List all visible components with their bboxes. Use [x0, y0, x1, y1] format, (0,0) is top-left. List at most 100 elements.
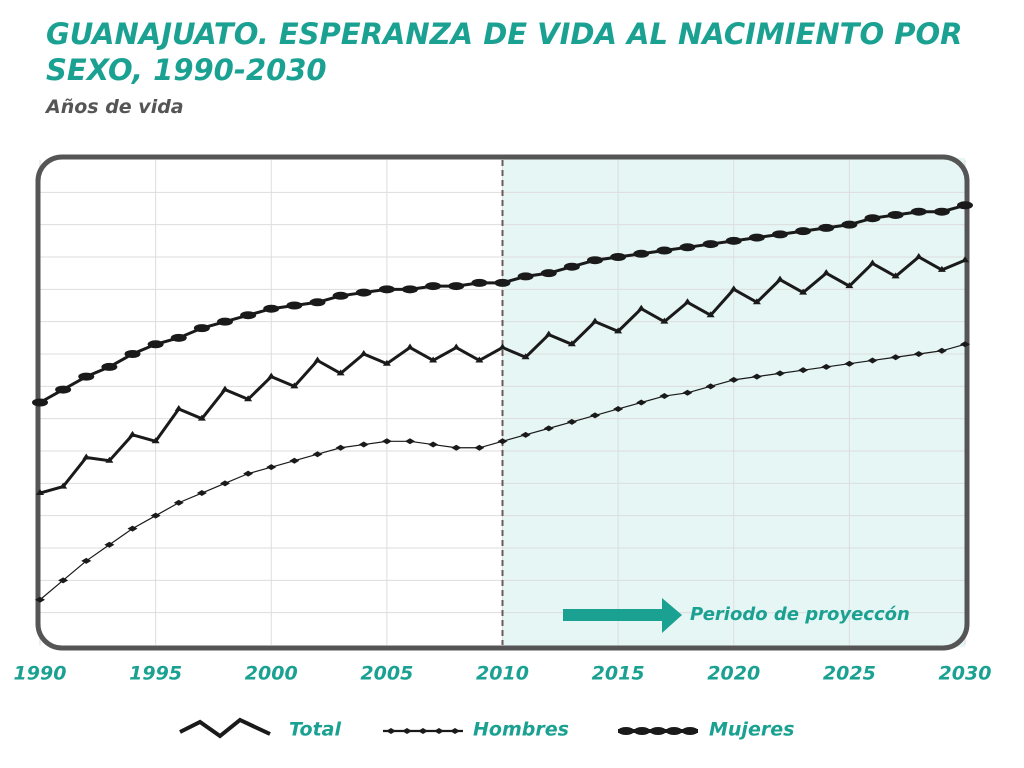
marker [864, 214, 881, 223]
x-tick-label: 2030 [939, 663, 992, 685]
marker [402, 285, 418, 294]
chart-subtitle: Años de vida [46, 96, 184, 118]
legend-item: Total [179, 717, 341, 741]
marker [243, 470, 254, 477]
marker [618, 727, 634, 735]
marker [961, 256, 969, 263]
marker [544, 330, 553, 337]
marker [474, 444, 485, 451]
marker [887, 210, 904, 219]
marker [359, 350, 368, 356]
marker [498, 343, 507, 350]
marker [614, 327, 623, 334]
marker [471, 278, 488, 287]
marker [960, 341, 970, 348]
marker [127, 525, 138, 532]
marker [590, 412, 600, 419]
marker [425, 282, 442, 291]
marker [244, 395, 253, 402]
marker [845, 282, 854, 289]
marker [521, 353, 530, 360]
marker [752, 298, 761, 305]
marker [173, 499, 184, 506]
marker [910, 207, 927, 216]
marker [59, 482, 68, 489]
marker [634, 727, 650, 735]
marker [193, 324, 210, 333]
marker [267, 372, 276, 379]
marker [637, 304, 646, 311]
marker [751, 373, 762, 380]
marker [386, 728, 396, 734]
marker [543, 425, 554, 432]
marker [613, 405, 624, 412]
marker [633, 249, 650, 258]
marker [729, 285, 738, 292]
marker [35, 596, 45, 603]
marker [517, 272, 534, 281]
marker [266, 464, 277, 471]
marker [494, 278, 511, 287]
marker [263, 304, 280, 313]
marker [429, 356, 438, 363]
marker [196, 490, 207, 497]
marker [821, 363, 832, 370]
marker [217, 317, 233, 326]
marker [682, 727, 698, 735]
marker [868, 259, 877, 266]
marker [309, 298, 326, 307]
marker [890, 354, 901, 361]
marker [381, 438, 392, 445]
marker [312, 451, 323, 458]
marker [660, 317, 669, 324]
marker [170, 333, 187, 342]
marker [679, 243, 696, 252]
x-tick-label: 2015 [592, 663, 645, 685]
marker [540, 269, 557, 278]
marker [822, 269, 831, 276]
x-tick-label: 1990 [14, 663, 67, 685]
marker [705, 383, 716, 390]
marker [402, 728, 412, 734]
marker [591, 317, 599, 324]
marker [451, 444, 462, 451]
marker [772, 230, 788, 239]
x-tick-label: 2020 [707, 663, 760, 685]
marker [32, 398, 48, 407]
marker [332, 291, 349, 300]
marker [725, 236, 742, 245]
marker [355, 288, 372, 297]
marker [798, 367, 809, 374]
marker [418, 728, 428, 734]
marker [174, 404, 183, 411]
marker [475, 356, 484, 363]
marker [405, 438, 415, 445]
marker [914, 253, 923, 259]
x-tick-label: 2010 [476, 663, 529, 685]
marker [82, 453, 91, 460]
marker [610, 253, 627, 261]
marker [818, 223, 835, 232]
marker [891, 272, 900, 279]
legend-label: Mujeres [709, 719, 794, 741]
legend-item: Hombres [383, 719, 569, 741]
marker [240, 311, 257, 320]
marker [289, 457, 300, 464]
marker [841, 220, 858, 229]
marker [957, 201, 973, 210]
marker [290, 382, 299, 389]
legend-item: Mujeres [618, 719, 794, 741]
marker [933, 207, 950, 216]
marker [563, 262, 580, 271]
annotation: Periodo de proyeccón [690, 604, 910, 625]
marker [702, 240, 719, 249]
marker [748, 233, 765, 242]
marker [124, 350, 141, 358]
marker [147, 340, 164, 349]
chart-title: GUANAJUATO. ESPERANZA DE VIDA AL NACIMIE… [46, 17, 963, 87]
marker [358, 441, 369, 448]
marker [567, 340, 576, 347]
marker [58, 577, 69, 584]
marker [775, 370, 785, 377]
x-tick-label: 1995 [129, 663, 182, 685]
